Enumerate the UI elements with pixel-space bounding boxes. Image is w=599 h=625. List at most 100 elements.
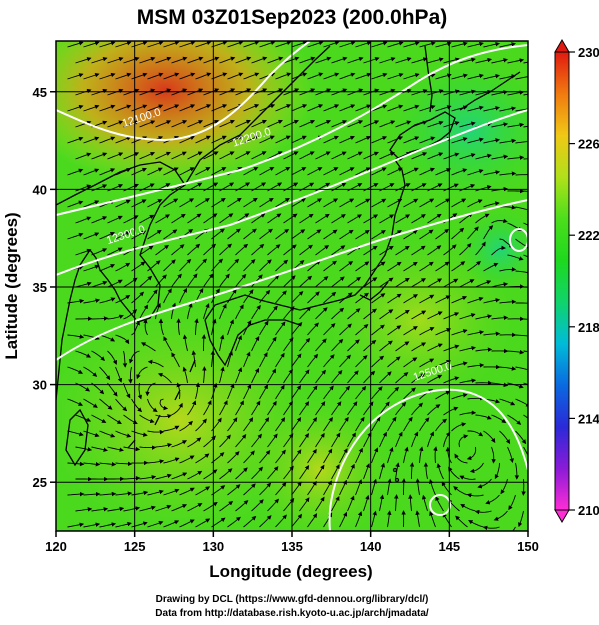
streamline-arrow xyxy=(115,521,132,528)
streamline-arrow xyxy=(419,327,435,336)
streamline-arrow xyxy=(443,406,459,416)
streamline-arrow xyxy=(395,401,407,416)
streamline-arrow xyxy=(259,135,275,144)
streamline-arrow xyxy=(403,104,420,112)
streamline-arrow xyxy=(187,470,203,480)
streamline-arrow xyxy=(331,464,340,480)
streamline-arrow xyxy=(387,167,403,176)
streamline-arrow xyxy=(475,414,492,420)
streamline-arrow xyxy=(275,321,286,336)
streamline-arrow xyxy=(67,200,84,208)
streamline-arrow xyxy=(137,382,142,400)
streamline-arrow xyxy=(355,324,369,336)
streamline-arrow xyxy=(122,350,128,368)
streamline-arrow xyxy=(395,214,411,224)
streamline-arrow xyxy=(363,401,374,416)
streamline-arrow xyxy=(427,152,444,160)
streamline-arrow xyxy=(466,446,477,461)
streamline-arrow xyxy=(435,198,451,208)
streamline-arrow xyxy=(403,167,419,176)
streamline-arrow xyxy=(155,414,172,419)
streamline-arrow xyxy=(427,343,443,352)
streamline-arrow xyxy=(435,418,448,432)
streamline-arrow xyxy=(371,167,387,176)
y-tick-label: 35 xyxy=(33,280,47,295)
streamline-arrow xyxy=(523,158,528,160)
streamline-arrow xyxy=(115,41,132,48)
streamline-arrow xyxy=(483,298,501,304)
streamline-arrow xyxy=(491,58,508,64)
streamline-arrow xyxy=(483,430,496,443)
streamline-arrow xyxy=(467,296,484,304)
streamline-arrow xyxy=(459,279,475,288)
streamline-arrow xyxy=(459,57,476,64)
streamline-arrow xyxy=(155,302,161,320)
streamline-arrow xyxy=(123,88,140,96)
streamline-arrow xyxy=(442,512,452,528)
streamline-arrow xyxy=(107,314,124,320)
streamline-arrow xyxy=(371,324,385,336)
streamline-arrow xyxy=(363,245,378,256)
streamline-arrow xyxy=(91,507,109,512)
streamline-arrow xyxy=(515,430,527,445)
streamline-arrow xyxy=(75,446,93,452)
colorbar-max-arrow xyxy=(554,39,570,53)
streamline-arrow xyxy=(419,446,424,464)
streamline-arrow xyxy=(67,366,83,374)
streamline-arrow xyxy=(339,511,348,528)
streamline-arrow xyxy=(467,137,484,144)
streamline-arrow xyxy=(363,339,377,352)
streamline-arrow xyxy=(371,510,377,528)
streamline-arrow xyxy=(203,469,218,480)
streamline-arrow xyxy=(307,448,317,464)
streamline-arrow xyxy=(411,57,428,64)
streamline-arrow xyxy=(227,228,241,240)
streamline-arrow xyxy=(179,455,195,464)
streamline-arrow xyxy=(307,513,318,528)
streamline-arrow xyxy=(141,342,156,352)
streamline-arrow xyxy=(323,385,334,400)
streamline-arrow xyxy=(485,494,500,505)
streamline-arrow xyxy=(523,93,528,96)
streamline-arrow xyxy=(355,261,370,272)
streamline-arrow xyxy=(211,135,227,144)
streamline-arrow xyxy=(163,167,179,176)
streamline-arrow xyxy=(163,72,180,80)
streamline-arrow xyxy=(131,199,147,208)
streamline-arrow xyxy=(467,363,485,368)
streamline-arrow xyxy=(179,72,196,80)
streamline-arrow xyxy=(235,273,247,288)
streamline-arrow xyxy=(443,344,460,352)
x-tick-label: 120 xyxy=(45,539,67,554)
streamline-arrow xyxy=(323,167,339,176)
streamline-arrow xyxy=(339,416,349,432)
streamline-arrow xyxy=(507,90,525,96)
streamline-arrow xyxy=(411,310,427,320)
streamline-arrow xyxy=(411,152,428,160)
streamline-arrow xyxy=(123,183,139,192)
streamline-arrow xyxy=(339,198,355,208)
streamline-arrow xyxy=(507,349,525,355)
streamline-arrow xyxy=(235,56,252,64)
streamline-arrow xyxy=(371,386,383,400)
streamline-arrow xyxy=(243,197,258,208)
streamline-arrow xyxy=(219,56,236,64)
streamline-arrow xyxy=(387,41,404,48)
streamline-arrow xyxy=(443,152,460,160)
streamline-arrow xyxy=(395,57,412,64)
streamline-arrow xyxy=(259,352,268,368)
streamline-arrow xyxy=(371,447,379,464)
streamline-arrow xyxy=(339,72,356,80)
x-tick-label: 150 xyxy=(517,539,539,554)
streamline-arrow xyxy=(275,290,287,304)
streamline-arrow xyxy=(155,151,171,160)
streamline-arrow xyxy=(243,450,255,464)
streamline-arrow xyxy=(379,277,394,288)
streamline-arrow xyxy=(147,104,164,112)
streamline-arrow xyxy=(451,41,468,48)
streamline-arrow xyxy=(339,135,355,144)
streamline-arrow xyxy=(339,448,348,464)
streamline-arrow xyxy=(523,222,528,226)
streamline-arrow xyxy=(429,511,436,528)
streamline-arrow xyxy=(387,136,404,144)
